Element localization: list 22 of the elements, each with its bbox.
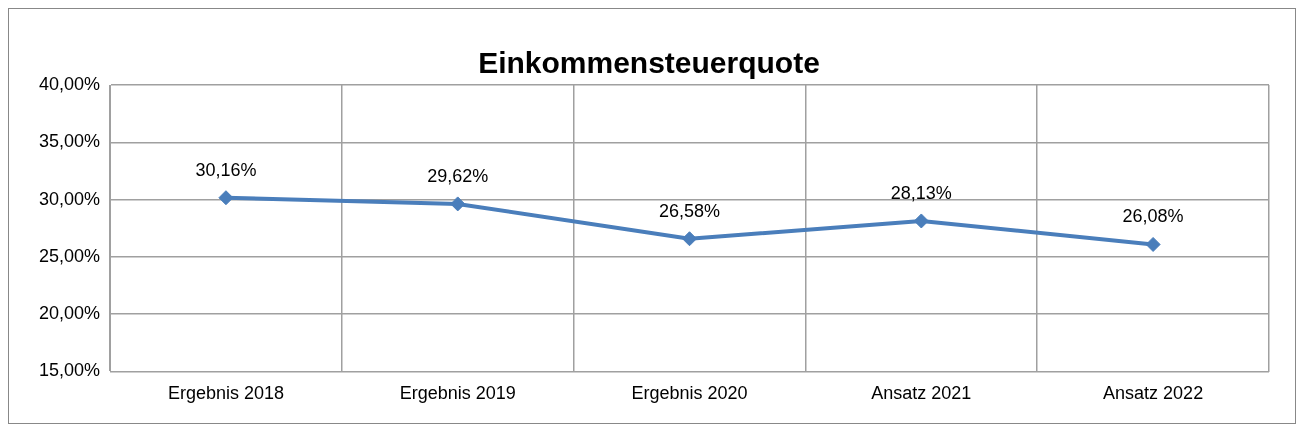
- data-label: 30,16%: [195, 159, 257, 180]
- data-label: 29,62%: [427, 165, 489, 186]
- chart-title: Einkommensteuerquote: [478, 46, 820, 80]
- data-label: 26,58%: [658, 200, 721, 221]
- point: [218, 190, 234, 206]
- data-label: 26,08%: [1122, 206, 1184, 227]
- y-tick-label: 15,00%: [38, 360, 101, 381]
- x-tick-label: Ansatz 2021: [871, 383, 972, 404]
- x-tick-label: Ergebnis 2019: [399, 383, 516, 404]
- y-tick-label: 25,00%: [38, 245, 101, 266]
- y-tick-label: 20,00%: [38, 303, 101, 324]
- point: [913, 213, 929, 229]
- point: [682, 231, 698, 247]
- point: [1145, 236, 1161, 252]
- x-tick-label: Ergebnis 2020: [631, 383, 748, 404]
- point: [450, 196, 466, 212]
- data-label: 28,13%: [890, 182, 952, 203]
- y-tick-label: 35,00%: [38, 131, 101, 152]
- x-tick-label: Ergebnis 2018: [167, 383, 284, 404]
- y-tick-label: 40,00%: [38, 73, 101, 94]
- x-tick-label: Ansatz 2022: [1103, 383, 1204, 404]
- y-tick-label: 30,00%: [38, 188, 101, 209]
